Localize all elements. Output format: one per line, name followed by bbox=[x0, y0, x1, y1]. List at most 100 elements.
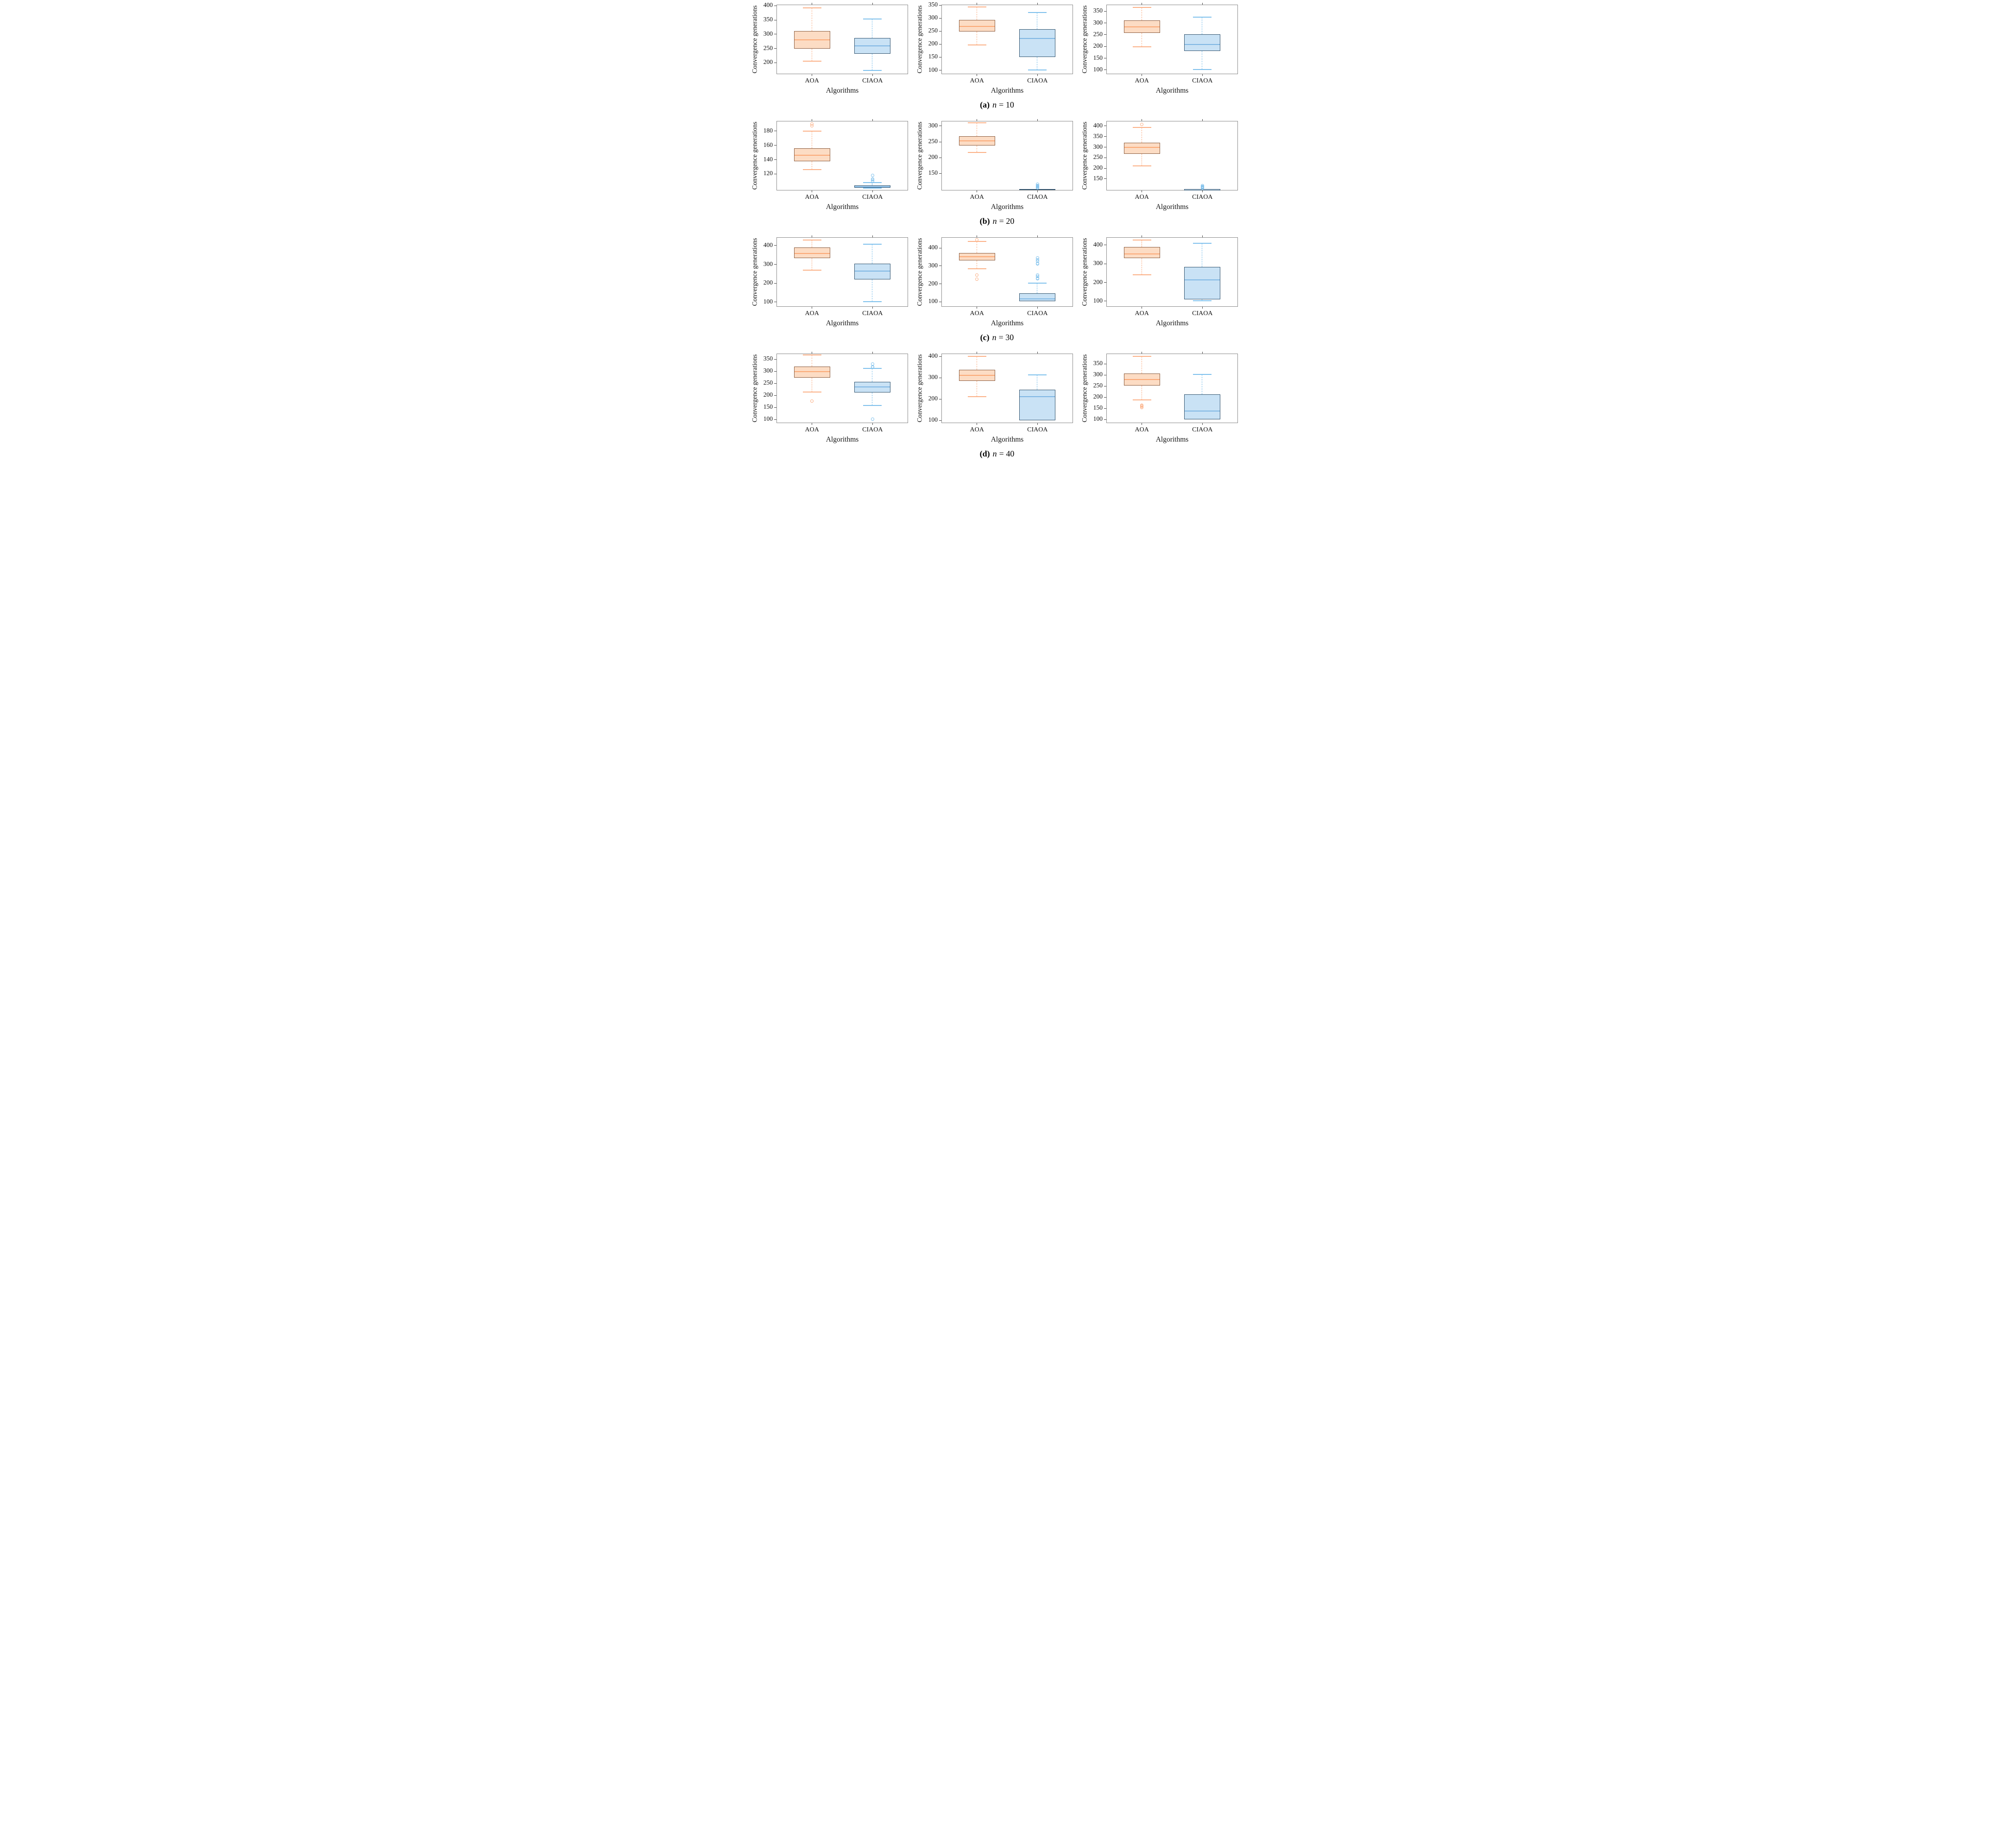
plot-row-a: Convergence generations 200 250 300 350 400 AO… bbox=[748, 1, 1246, 99]
x-tick-label: AOA bbox=[805, 194, 819, 201]
y-tick-label: 250 bbox=[928, 27, 938, 34]
box-plot-panel-c1: Convergence generations 100 200 300 400 AOA CI… bbox=[748, 234, 913, 332]
outlier-point bbox=[1035, 273, 1039, 277]
whisker-cap-top bbox=[967, 356, 986, 357]
x-tick-top bbox=[872, 119, 873, 121]
y-tick-label: 400 bbox=[928, 244, 938, 251]
outlier-point bbox=[975, 277, 979, 281]
box bbox=[1184, 394, 1221, 419]
box bbox=[1019, 29, 1056, 57]
y-tick bbox=[774, 264, 776, 265]
y-tick-label: 100 bbox=[763, 415, 773, 423]
y-tick-label: 120 bbox=[763, 170, 773, 177]
y-tick bbox=[774, 283, 776, 284]
outlier-point bbox=[975, 273, 979, 277]
y-tick-label: 100 bbox=[928, 66, 938, 73]
whisker-cap-top bbox=[1132, 6, 1151, 8]
box-plot-panel-d1: Convergence generations 100 150 200 250 300 35… bbox=[748, 350, 913, 448]
plot-row-d: Convergence generations 100 150 200 250 300 35… bbox=[748, 350, 1246, 448]
whisker-cap-bottom bbox=[967, 268, 986, 270]
y-tick-label: 250 bbox=[1093, 153, 1103, 161]
caption-b-var: n bbox=[992, 216, 997, 226]
x-tick-bottom bbox=[872, 74, 873, 76]
y-axis-label: Convergence generations bbox=[916, 354, 924, 423]
y-tick-label: 350 bbox=[1093, 360, 1103, 367]
whisker-cap-bottom bbox=[863, 301, 882, 303]
x-axis-label: Algorithms bbox=[991, 436, 1024, 443]
y-tick-label: 350 bbox=[763, 16, 773, 23]
y-tick-label: 100 bbox=[1093, 415, 1103, 423]
outlier-point bbox=[871, 362, 874, 366]
y-tick-label: 140 bbox=[763, 155, 773, 163]
caption-d: (d) n = 40 bbox=[748, 449, 1246, 459]
y-tick-label: 350 bbox=[1093, 7, 1103, 14]
caption-c: (c) n = 30 bbox=[748, 333, 1246, 342]
caption-d-var: n bbox=[992, 449, 997, 458]
y-tick-label: 100 bbox=[763, 297, 773, 305]
whisker-cap-bottom bbox=[802, 269, 821, 271]
x-tick-bottom bbox=[872, 190, 873, 192]
whisker-cap-top bbox=[1028, 12, 1047, 13]
y-tick-label: 200 bbox=[1093, 164, 1103, 171]
y-tick bbox=[1104, 419, 1106, 420]
median-line bbox=[1124, 379, 1160, 380]
y-tick-label: 200 bbox=[928, 40, 938, 47]
box bbox=[1184, 189, 1221, 190]
y-tick bbox=[1104, 408, 1106, 409]
y-tick-label: 200 bbox=[1093, 278, 1103, 285]
caption-b-label: (b) bbox=[979, 216, 990, 226]
x-tick-label: AOA bbox=[970, 310, 984, 317]
median-line bbox=[794, 253, 830, 254]
x-tick-label: AOA bbox=[1135, 310, 1149, 317]
x-tick-top bbox=[1202, 3, 1203, 5]
box bbox=[1184, 34, 1221, 51]
x-tick-top bbox=[872, 352, 873, 354]
figure-root: Convergence generations 200 250 300 350 400 AO… bbox=[748, 0, 1246, 459]
x-tick-label: AOA bbox=[970, 77, 984, 84]
box-plot-panel-b3: Convergence generations 150 200 250 300 350 40… bbox=[1078, 117, 1243, 215]
whisker-cap-bottom bbox=[967, 44, 986, 46]
whisker-cap-bottom bbox=[1193, 300, 1212, 302]
caption-a-eq: = 10 bbox=[999, 100, 1014, 109]
x-tick-label: AOA bbox=[970, 426, 984, 433]
plot-row-c: Convergence generations 100 200 300 400 AOA CI… bbox=[748, 234, 1246, 332]
whisker-cap-top bbox=[1193, 16, 1212, 18]
caption-a-label: (a) bbox=[980, 100, 990, 109]
box-plot-panel-a3: Convergence generations 100 150 200 250 300 35… bbox=[1078, 1, 1243, 99]
median-line bbox=[1124, 253, 1160, 254]
x-tick-bottom bbox=[1202, 74, 1203, 76]
whisker-cap-top bbox=[1193, 242, 1212, 244]
x-tick-bottom bbox=[1202, 190, 1203, 192]
x-tick-top bbox=[872, 3, 873, 5]
y-tick bbox=[1104, 168, 1106, 169]
median-line bbox=[959, 374, 995, 376]
caption-a: (a) n = 10 bbox=[748, 100, 1246, 110]
y-tick-label: 300 bbox=[928, 14, 938, 21]
whisker-cap-bottom bbox=[967, 152, 986, 153]
median-line bbox=[959, 140, 995, 141]
y-tick bbox=[939, 31, 941, 32]
y-tick bbox=[774, 407, 776, 408]
median-line bbox=[794, 155, 830, 156]
y-tick-label: 300 bbox=[763, 367, 773, 374]
x-tick-label: CIAOA bbox=[1192, 310, 1213, 317]
plot-row-b: Convergence generations 120 140 160 180 AOA CI… bbox=[748, 117, 1246, 215]
y-tick-label: 300 bbox=[928, 261, 938, 269]
median-line bbox=[1020, 396, 1055, 397]
median-line bbox=[1020, 298, 1055, 299]
box bbox=[854, 264, 891, 280]
median-line bbox=[855, 386, 890, 387]
y-tick-label: 400 bbox=[928, 352, 938, 360]
y-tick-label: 300 bbox=[1093, 259, 1103, 267]
box-plot-panel-b1: Convergence generations 120 140 160 180 AOA CI… bbox=[748, 117, 913, 215]
median-line bbox=[855, 45, 890, 46]
y-tick-label: 300 bbox=[928, 373, 938, 381]
whisker-cap-bottom bbox=[1132, 399, 1151, 401]
x-tick-label: CIAOA bbox=[1027, 426, 1048, 433]
x-tick-label: CIAOA bbox=[862, 77, 883, 84]
whisker-cap-top bbox=[802, 7, 821, 8]
median-line bbox=[1185, 44, 1220, 45]
x-tick-label: AOA bbox=[805, 77, 819, 84]
y-tick-label: 400 bbox=[763, 1, 773, 9]
caption-d-label: (d) bbox=[979, 449, 990, 458]
